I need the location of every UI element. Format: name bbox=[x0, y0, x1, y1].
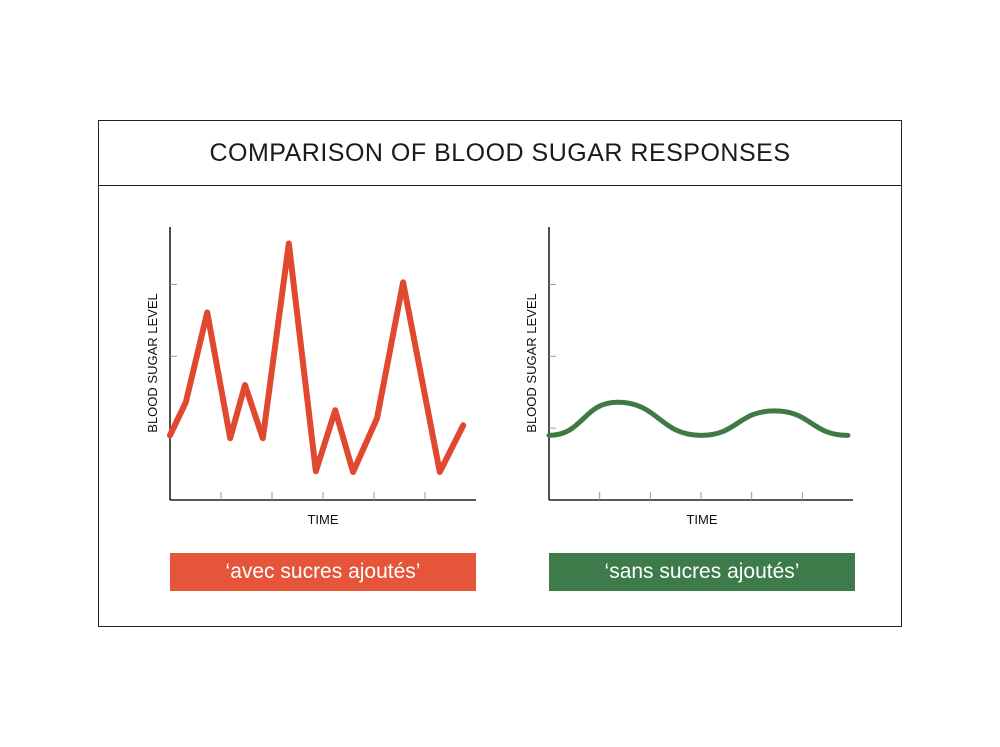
x-axis-label: TIME bbox=[686, 512, 717, 527]
chart-without-added-sugar bbox=[546, 227, 853, 501]
y-axis-label: BLOOD SUGAR LEVEL bbox=[524, 293, 539, 432]
caption-without-added-sugar: ‘sans sucres ajoutés’ bbox=[549, 553, 855, 591]
chart-with-added-sugar bbox=[167, 227, 476, 501]
caption-with-added-sugar: ‘avec sucres ajoutés’ bbox=[170, 553, 476, 591]
chart-frame: COMPARISON OF BLOOD SUGAR RESPONSES bbox=[98, 120, 902, 627]
x-axis-label: TIME bbox=[307, 512, 338, 527]
data-line bbox=[546, 399, 851, 438]
data-line bbox=[167, 240, 467, 475]
chart-title: COMPARISON OF BLOOD SUGAR RESPONSES bbox=[99, 121, 901, 186]
y-axis-label: BLOOD SUGAR LEVEL bbox=[145, 293, 160, 432]
